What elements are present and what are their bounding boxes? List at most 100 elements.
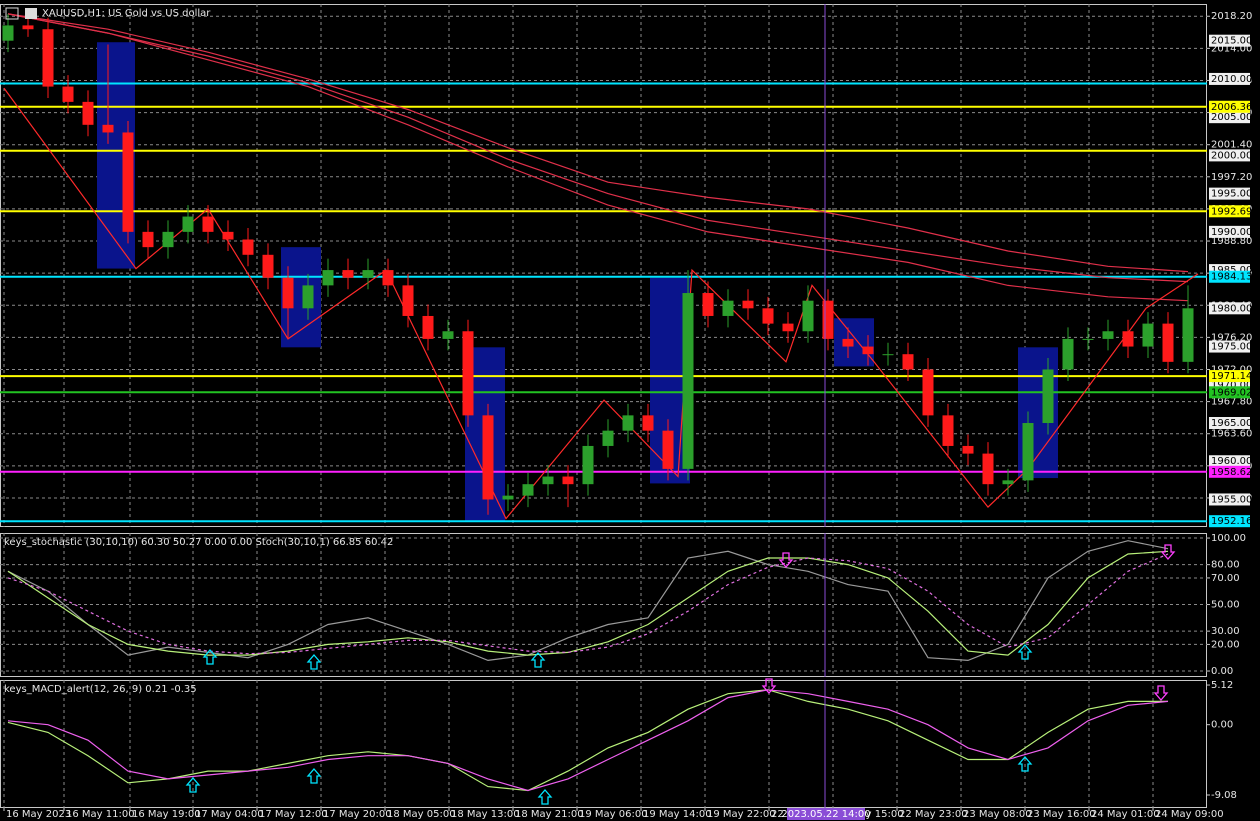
- y-tick-label: 20.00: [1211, 639, 1240, 650]
- mid-layer: [0, 13, 1207, 792]
- level-label-box: [1209, 270, 1250, 283]
- candle-body: [462, 331, 474, 416]
- panel-title: XAUUSD,H1: US Gold vs US dollar: [42, 8, 211, 19]
- candle-body: [942, 415, 954, 446]
- indicator-line: [7, 13, 1189, 273]
- x-tick-label: 16 May 2023: [6, 809, 71, 820]
- round-level-box: [1209, 340, 1250, 353]
- level-label: 1952.16: [1211, 516, 1252, 527]
- flag-icon[interactable]: [25, 8, 37, 19]
- candle-body: [1082, 338, 1094, 340]
- x-tick-label: 18 May 13:00: [451, 809, 520, 820]
- candle-body: [422, 315, 434, 339]
- round-level-label: 2005.00: [1211, 112, 1252, 123]
- level-label: 1971.14: [1211, 371, 1252, 382]
- candle-body: [542, 476, 554, 485]
- x-tick-label: 18 May 05:00: [387, 809, 456, 820]
- menu-icon[interactable]: [5, 7, 19, 20]
- y-tick-label: 100.00: [1211, 533, 1246, 544]
- indicator-line: [7, 13, 1189, 302]
- candle-body: [842, 338, 854, 347]
- candle-body: [22, 25, 34, 30]
- x-tick-label: 18 May 21:00: [515, 809, 584, 820]
- indicator-line: [7, 13, 1189, 283]
- candle-body: [162, 231, 174, 248]
- x-tick-label: 19 May 22:00: [707, 809, 776, 820]
- panel-frame: [0, 680, 1207, 808]
- candle-body: [222, 231, 234, 240]
- candle-body: [702, 293, 714, 316]
- candle-body: [682, 293, 694, 469]
- y-tick-label: 80.00: [1211, 560, 1240, 571]
- candle-body: [642, 415, 654, 431]
- indicator-line: [7, 689, 1168, 792]
- y-tick-label: 70.00: [1211, 573, 1240, 584]
- x-tick-label: 19 May 06:00: [579, 809, 648, 820]
- candle-body: [2, 25, 14, 41]
- candle-body: [122, 132, 134, 232]
- level-label-box: [1209, 370, 1250, 383]
- round-level-label: 1970.00: [1211, 380, 1252, 391]
- candle-body: [402, 285, 414, 316]
- candle-body: [522, 484, 534, 496]
- candle-body: [602, 430, 614, 446]
- round-level-label: 1995.00: [1211, 189, 1252, 200]
- round-level-label: 1980.00: [1211, 303, 1252, 314]
- y-tick-label: 5.12: [1211, 680, 1233, 691]
- candle-body: [62, 86, 74, 102]
- x-tick-label: 17 May 12:00: [259, 809, 328, 820]
- candle-body: [562, 476, 574, 485]
- y-tick-label: 1972.00: [1211, 364, 1252, 375]
- candle-body: [762, 308, 774, 324]
- round-level-box: [1209, 417, 1250, 430]
- candle-body: [1162, 323, 1174, 362]
- y-tick-label: 2018.20: [1211, 11, 1252, 22]
- level-label: 1992.69: [1211, 206, 1252, 217]
- x-tick-label: 22 May 15:00: [835, 809, 904, 820]
- level-label-box: [1209, 205, 1250, 218]
- y-tick-label: 2014.00: [1211, 43, 1252, 54]
- candle-body: [882, 354, 894, 356]
- candle-body: [722, 300, 734, 316]
- round-level-label: 1965.00: [1211, 418, 1252, 429]
- candle-body: [962, 445, 974, 454]
- candle-body: [442, 331, 454, 339]
- candle-body: [862, 346, 874, 355]
- candle-body: [582, 445, 594, 485]
- y-tick-label: 1988.80: [1211, 236, 1252, 247]
- y-tick-label: 0.00: [1211, 720, 1233, 731]
- y-tick-label: 1963.60: [1211, 429, 1252, 440]
- y-tick-label: 30.00: [1211, 626, 1240, 637]
- candle-body: [1102, 331, 1114, 339]
- candle-body: [662, 430, 674, 469]
- candle-body: [202, 216, 214, 232]
- round-level-label: 1985.00: [1211, 265, 1252, 276]
- front-layer: XAUUSD,H1: US Gold vs US dollar2015.0020…: [4, 4, 1252, 820]
- round-level-box: [1209, 455, 1250, 468]
- round-level-label: 1990.00: [1211, 227, 1252, 238]
- round-level-label: 1955.00: [1211, 494, 1252, 505]
- indicator-line: [7, 550, 1169, 656]
- candle-body: [382, 270, 394, 286]
- panel-title: keys_stochastic (30,10,10) 60.30 50.27 0…: [4, 537, 393, 548]
- candle-body: [102, 124, 114, 133]
- panel-title: keys_MACD_alert(12, 26, 9) 0.21 -0.35: [4, 684, 197, 695]
- candle-body: [1142, 323, 1154, 347]
- candle-body: [922, 369, 934, 416]
- candle-body: [182, 216, 194, 232]
- round-level-box: [1209, 187, 1250, 200]
- candle-body: [802, 300, 814, 332]
- indicator-line: [7, 540, 1169, 662]
- candle-body: [822, 300, 834, 339]
- x-tick-label: 23 May 16:00: [1027, 809, 1096, 820]
- cursor-label: 2023.05.22 14:00: [781, 809, 870, 820]
- candle-body: [142, 231, 154, 248]
- round-level-label: 2000.00: [1211, 150, 1252, 161]
- round-level-label: 1960.00: [1211, 456, 1252, 467]
- level-label: 1969.02: [1211, 387, 1252, 398]
- indicator-line: [7, 553, 1169, 655]
- panel-frame: [0, 4, 1207, 527]
- round-level-label: 2015.00: [1211, 36, 1252, 47]
- level-label: 1984.13: [1211, 272, 1252, 283]
